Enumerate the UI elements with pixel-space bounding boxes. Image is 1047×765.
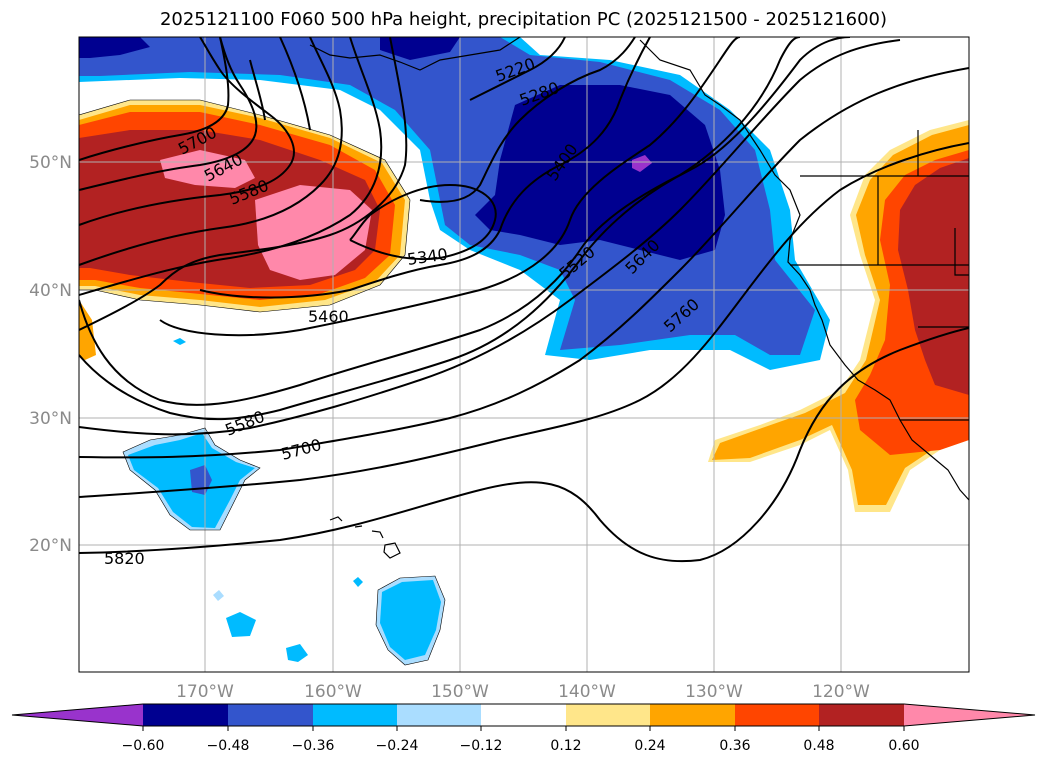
precip-small-patch-5 [173, 338, 186, 345]
precip-dark-blue-core [475, 85, 725, 260]
colorbar-tick-label: −0.12 [460, 738, 503, 754]
contour-label-12: 5580 [222, 407, 267, 440]
outline-west-blob [79, 99, 411, 313]
contour-5580-north [79, 37, 295, 226]
coastline-alaska [309, 37, 521, 71]
colorbar-seg-3 [313, 704, 397, 726]
precip-outlines [79, 99, 446, 666]
lon-label-160w: 160°W [304, 682, 362, 702]
colorbar-seg-4 [397, 704, 481, 726]
contour-5220 [469, 37, 566, 101]
colorbar: −0.60 −0.48 −0.36 −0.24 −0.12 0.12 0.24 … [11, 703, 1036, 754]
precip-blue-hawaii [380, 580, 441, 660]
contour-5460 [159, 37, 741, 337]
lon-label-150w: 150°W [431, 682, 489, 702]
precip-small-patch-4 [353, 577, 363, 587]
contour-5700 [79, 67, 969, 459]
colorbar-seg-2 [228, 704, 313, 726]
colorbar-seg-10 [904, 704, 1035, 726]
lon-label-170w: 170°W [176, 682, 234, 702]
colorbar-seg-9 [819, 704, 904, 726]
height-contours [79, 37, 969, 563]
precip-pink-west-1 [160, 150, 255, 188]
contour-5640-north [79, 37, 258, 191]
contour-5820 [79, 327, 969, 563]
colorbar-ticks [142, 726, 905, 731]
contour-5340 [349, 183, 497, 261]
colorbar-seg-6 [566, 704, 650, 726]
colorbar-tick-label: −0.36 [292, 738, 335, 754]
colorbar-seg-8 [735, 704, 819, 726]
colorbar-seg-7 [650, 704, 735, 726]
outline-hawaii-patch [375, 575, 446, 666]
precip-dark-blue-north [380, 37, 460, 60]
hawaii-islands [329, 516, 401, 559]
border-states-4 [954, 228, 969, 276]
contour-label-14: 5820 [104, 549, 145, 568]
coastline-north-america [639, 39, 969, 501]
contour-5520 [79, 37, 801, 406]
precip-darkred-east [898, 158, 969, 395]
lat-label-40n: 40°N [29, 281, 72, 301]
longitude-labels: 170°W 160°W 150°W 140°W 130°W 120°W [176, 682, 870, 702]
precip-small-patch-2 [286, 644, 308, 662]
outline-central-patch [122, 427, 261, 531]
latitude-labels: 50°N 40°N 30°N 20°N [29, 153, 72, 556]
contour-5640 [79, 39, 901, 436]
colorbar-tick-label: −0.60 [122, 738, 165, 754]
lat-label-20n: 20°N [29, 536, 72, 556]
coastlines [309, 37, 969, 559]
colorbar-seg-1 [143, 704, 228, 726]
map-frame [78, 36, 970, 673]
colorbar-seg-0 [12, 704, 143, 726]
colorbar-tick-label: 0.36 [719, 738, 750, 754]
colorbar-tick-label: 0.24 [634, 738, 665, 754]
contour-5700-north [79, 37, 230, 161]
contour-5400 [199, 37, 651, 299]
colorbar-tick-label: −0.48 [207, 738, 250, 754]
lon-label-120w: 120°W [812, 682, 870, 702]
contour-label-8: 5460 [308, 307, 349, 326]
colorbar-tick-label: 0.12 [550, 738, 581, 754]
chart-title: 2025121100 F060 500 hPa height, precipit… [159, 9, 888, 30]
contour-5280 [419, 37, 636, 203]
contour-ridge-a [79, 37, 343, 266]
colorbar-tick-label: 0.48 [803, 738, 834, 754]
lon-label-140w: 140°W [558, 682, 616, 702]
contour-ridge-d [249, 37, 311, 131]
contour-5760 [79, 142, 969, 498]
contour-ridge-c [79, 37, 408, 331]
precip-dark-blue-nw [79, 37, 150, 58]
contour-ridge-b [79, 37, 383, 296]
precip-pink-west-2 [255, 185, 372, 280]
precip-small-patch-3 [213, 590, 224, 601]
precip-purple-spot [632, 155, 652, 172]
contour-5580-south [79, 37, 851, 421]
precip-small-patch-1 [226, 612, 256, 637]
lat-label-30n: 30°N [29, 409, 72, 429]
colorbar-seg-5 [481, 704, 566, 726]
lat-label-50n: 50°N [29, 153, 72, 173]
colorbar-tick-label: −0.24 [376, 738, 419, 754]
contour-label-13: 5700 [279, 435, 323, 464]
precip-fill-layer [79, 37, 969, 665]
colorbar-tick-label: 0.60 [888, 738, 919, 754]
lon-label-130w: 130°W [685, 682, 743, 702]
